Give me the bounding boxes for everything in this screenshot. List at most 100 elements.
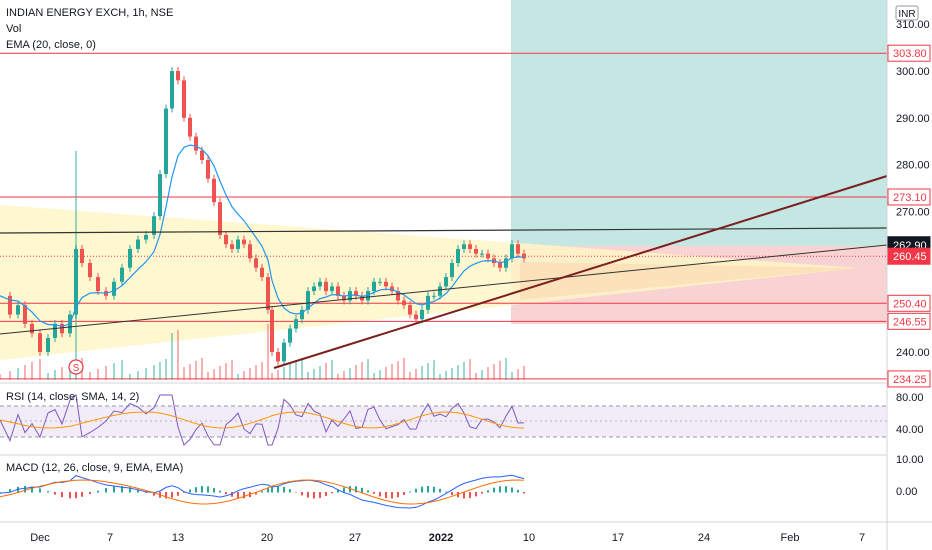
volume-bar xyxy=(61,367,63,380)
time-tick: 24 xyxy=(698,532,710,544)
volume-bar xyxy=(349,368,351,380)
macd-histogram-bar xyxy=(61,492,63,498)
volume-bar xyxy=(137,371,139,380)
candle xyxy=(270,309,274,352)
volume-bar xyxy=(343,371,345,380)
candle xyxy=(230,244,234,249)
candle xyxy=(170,71,174,109)
macd-histogram-bar xyxy=(397,492,399,498)
candle xyxy=(342,295,346,301)
time-tick: 13 xyxy=(172,532,184,544)
volume-bar xyxy=(9,371,11,380)
macd-histogram-bar xyxy=(17,486,19,493)
macd-histogram-bar xyxy=(319,492,321,498)
macd-histogram-bar xyxy=(349,486,351,493)
macd-histogram-bar xyxy=(421,486,423,493)
macd-histogram-bar xyxy=(47,491,49,493)
volume-bar xyxy=(301,358,303,380)
volume-bar xyxy=(225,363,227,380)
candle xyxy=(120,267,124,282)
time-tick: Feb xyxy=(781,532,800,544)
candle xyxy=(312,286,316,292)
price-tag-label: 234.25 xyxy=(893,374,927,386)
macd-histogram-bar xyxy=(24,486,26,493)
volume-bar xyxy=(213,369,215,380)
volume-bar xyxy=(313,369,315,380)
volume-bar xyxy=(24,365,26,380)
candle xyxy=(53,323,57,338)
rsi-legend[interactable]: RSI (14, close, SMA, 14, 2) xyxy=(6,391,140,403)
macd-histogram-bar xyxy=(469,492,471,499)
volume-legend[interactable]: Vol xyxy=(6,23,22,35)
candle xyxy=(80,248,84,264)
volume-bar xyxy=(421,366,423,380)
volume-bar xyxy=(165,359,167,380)
candle xyxy=(152,216,156,235)
ema-legend[interactable]: EMA (20, close, 0) xyxy=(6,39,96,51)
candle xyxy=(158,174,162,217)
rising-trendline[interactable] xyxy=(273,175,888,369)
macd-histogram-bar xyxy=(54,492,56,495)
macd-histogram-bar xyxy=(367,490,369,493)
volume-bar xyxy=(463,362,465,380)
candle xyxy=(318,281,322,287)
volume-bar xyxy=(409,372,411,380)
candle xyxy=(450,263,454,278)
candle xyxy=(224,234,228,245)
volume-bar xyxy=(415,369,417,380)
volume-bar xyxy=(189,364,191,380)
candle xyxy=(46,337,50,352)
macd-histogram-bar xyxy=(295,492,297,493)
candle xyxy=(354,291,358,296)
candle xyxy=(194,136,198,151)
time-tick: 27 xyxy=(349,532,361,544)
ema-line xyxy=(0,144,525,328)
lower-trendline[interactable] xyxy=(0,244,888,335)
candle xyxy=(276,352,280,362)
macd-histogram-bar xyxy=(31,486,33,493)
price-tag-label: 250.40 xyxy=(893,298,927,310)
macd-histogram-bar xyxy=(225,492,227,495)
macd-histogram-bar xyxy=(505,486,507,493)
macd-histogram-bar xyxy=(39,488,41,493)
candle xyxy=(16,305,20,315)
volume-bar xyxy=(153,365,155,380)
macd-histogram-bar xyxy=(213,488,215,493)
candle xyxy=(468,244,472,249)
macd-histogram-bar xyxy=(183,492,185,493)
macd-histogram-bar xyxy=(481,492,483,494)
upper-trendline[interactable] xyxy=(0,227,888,234)
candle xyxy=(510,244,514,259)
macd-histogram-bar xyxy=(121,486,123,493)
candle xyxy=(516,244,520,254)
macd-histogram-bar xyxy=(307,492,309,498)
currency-badge[interactable] xyxy=(895,5,919,21)
macd-histogram-bar xyxy=(391,492,393,499)
price-tag-label: 260.45 xyxy=(893,251,927,263)
macd-histogram-bar xyxy=(153,492,155,496)
macd-legend[interactable]: MACD (12, 26, close, 9, EMA, EMA) xyxy=(6,462,184,474)
candle xyxy=(218,202,222,235)
split-event-marker[interactable] xyxy=(68,359,84,375)
price-tag-label: 303.80 xyxy=(893,48,927,60)
candle xyxy=(486,253,490,259)
volume-bar xyxy=(481,370,483,380)
symbol-title[interactable]: INDIAN ENERGY EXCH, 1h, NSE xyxy=(6,7,174,19)
volume-bar xyxy=(523,366,525,380)
candle xyxy=(378,281,382,283)
volume-bar xyxy=(367,359,369,380)
macd-histogram-bar xyxy=(343,487,345,493)
volume-bar xyxy=(355,365,357,380)
candle xyxy=(324,281,328,292)
candle xyxy=(38,333,42,352)
candle xyxy=(444,277,448,287)
volume-bar xyxy=(255,365,257,380)
candle xyxy=(282,342,286,362)
macd-histogram-bar xyxy=(523,492,525,494)
candle xyxy=(456,248,460,264)
price-tag xyxy=(887,294,931,312)
price-tag-label: 246.55 xyxy=(893,316,927,328)
projection-triangle xyxy=(520,262,858,300)
volume-bar xyxy=(145,368,147,380)
